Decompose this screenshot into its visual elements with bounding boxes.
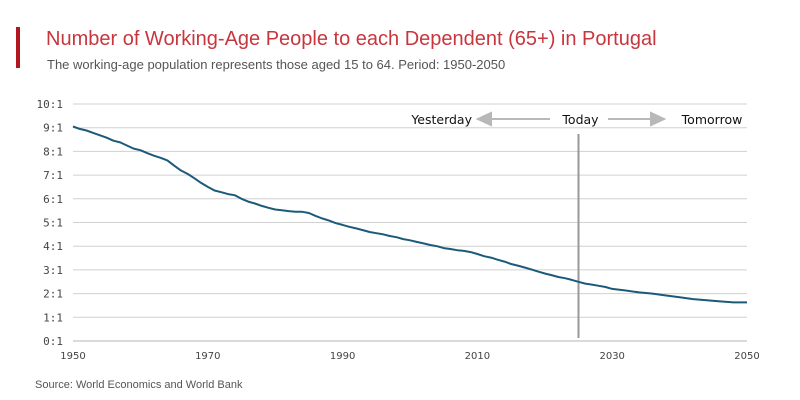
grid-lines xyxy=(73,103,747,342)
series-line xyxy=(72,125,747,304)
y-tick-label: 7:1 xyxy=(43,169,63,182)
x-axis-tick-labels: 1950 1970 1990 2010 2030 2050 xyxy=(60,351,759,362)
chart-title: Number of Working-Age People to each Dep… xyxy=(46,28,657,50)
x-tick-label: 2050 xyxy=(734,351,759,362)
x-tick-label: 1950 xyxy=(60,351,85,362)
y-tick-label: 1:1 xyxy=(43,311,63,324)
y-tick-label: 3:1 xyxy=(43,264,63,277)
y-tick-label: 2:1 xyxy=(43,288,63,301)
x-tick-label: 1990 xyxy=(330,351,355,362)
y-tick-label: 6:1 xyxy=(43,193,63,206)
x-tick-label: 1970 xyxy=(195,351,220,362)
arrow-right-icon xyxy=(608,111,667,127)
x-tick-label: 2010 xyxy=(465,351,490,362)
title-accent-bar xyxy=(16,27,20,68)
chart-subtitle: The working-age population represents th… xyxy=(47,57,506,72)
y-tick-label: 9:1 xyxy=(43,122,63,135)
today-label: Today xyxy=(561,112,599,127)
y-tick-label: 4:1 xyxy=(43,240,63,253)
tomorrow-label: Tomorrow xyxy=(681,112,743,127)
y-tick-label: 8:1 xyxy=(43,145,63,158)
timeline-annotations: Yesterday Today Tomorrow xyxy=(410,111,743,127)
y-axis-tick-labels: 0:1 1:1 2:1 3:1 4:1 5:1 6:1 7:1 8:1 9:1 10:1 xyxy=(37,98,64,348)
y-tick-label: 5:1 xyxy=(43,217,63,230)
x-tick-label: 2030 xyxy=(599,351,624,362)
y-tick-label: 10:1 xyxy=(37,98,64,111)
arrow-left-icon xyxy=(475,111,550,127)
source-note: Source: World Economics and World Bank xyxy=(35,379,243,391)
yesterday-label: Yesterday xyxy=(410,112,472,127)
y-tick-label: 0:1 xyxy=(43,335,63,348)
